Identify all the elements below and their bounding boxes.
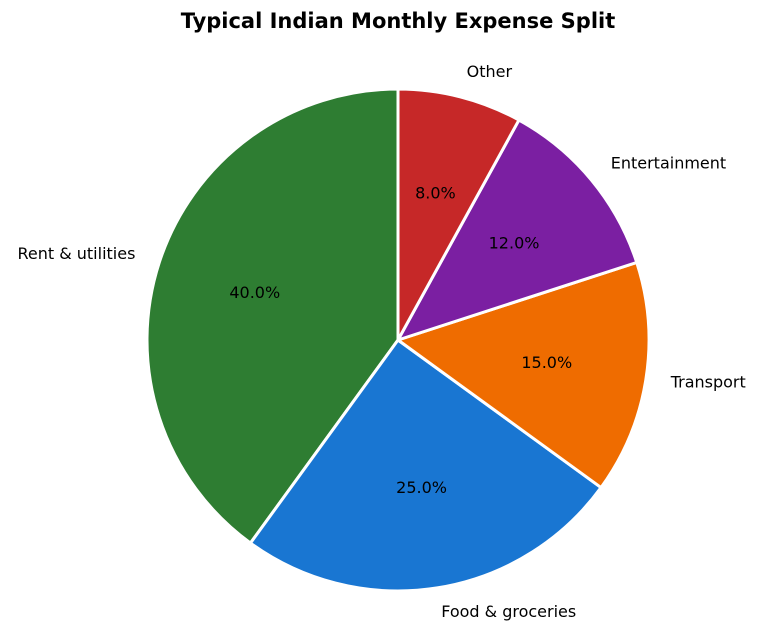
pie-slice <box>396 118 639 342</box>
chart-title: Typical Indian Monthly Expense Split <box>181 9 616 33</box>
pie-slice <box>396 260 651 490</box>
value-label: 25.0% <box>396 478 447 497</box>
slice-label: Rent & utilities <box>17 244 135 263</box>
slice-label: Entertainment <box>611 154 726 173</box>
slice-label: Other <box>467 62 513 81</box>
slice-label: Transport <box>670 373 746 392</box>
slice-label: Food & groceries <box>441 602 576 621</box>
value-label: 8.0% <box>415 184 456 203</box>
pie-slice <box>396 87 521 342</box>
pie-slice <box>145 87 400 545</box>
value-label: 12.0% <box>489 234 540 253</box>
value-label: 15.0% <box>521 353 572 372</box>
value-label: 40.0% <box>229 283 280 302</box>
pie-slice <box>248 338 603 593</box>
